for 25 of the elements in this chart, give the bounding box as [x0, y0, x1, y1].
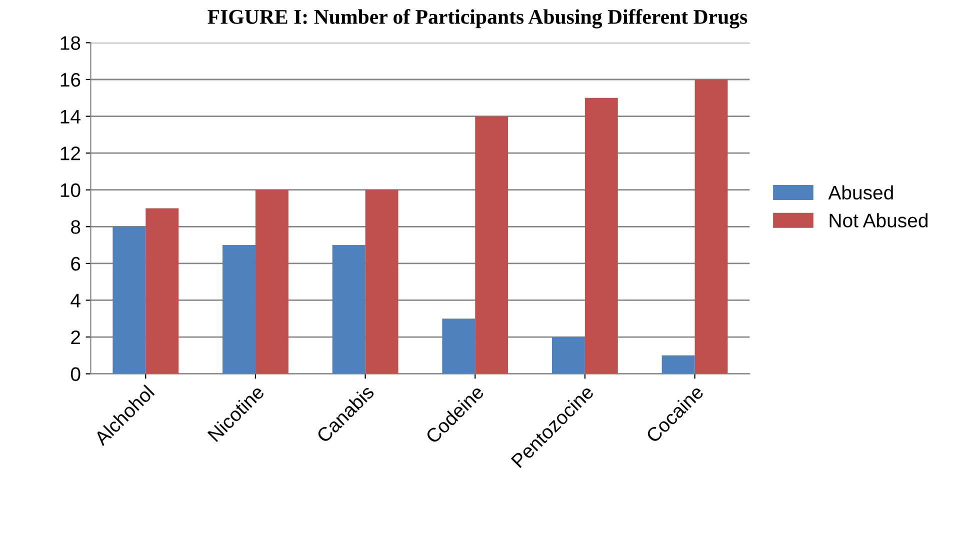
- y-tick-label: 12: [60, 146, 80, 160]
- legend-label: Not Abused: [830, 213, 928, 228]
- bar: [222, 245, 256, 374]
- bar: [584, 98, 618, 374]
- y-tick-label: 0: [70, 367, 80, 382]
- bar: [146, 208, 179, 374]
- legend-label: Abused: [828, 185, 893, 200]
- bar: [662, 355, 695, 374]
- y-tick-label: 8: [71, 220, 80, 234]
- bar: [552, 337, 585, 374]
- bar: [332, 245, 366, 374]
- bar: [475, 116, 508, 374]
- bar: [255, 190, 288, 374]
- bar: [694, 80, 728, 374]
- y-tick-label: 2: [71, 330, 80, 344]
- y-tick-label: 6: [71, 256, 80, 271]
- bar: [365, 190, 398, 374]
- y-tick-label: 4: [70, 294, 80, 308]
- bar: [112, 226, 146, 374]
- y-tick-label: 10: [60, 183, 80, 198]
- y-tick-label: 14: [60, 110, 80, 124]
- y-tick-label: 16: [60, 72, 80, 87]
- bar: [442, 318, 476, 374]
- y-tick-label: 18: [60, 36, 80, 50]
- chart-title: FIGURE I: Number of Participants Abusing Different Drugs: [208, 9, 748, 28]
